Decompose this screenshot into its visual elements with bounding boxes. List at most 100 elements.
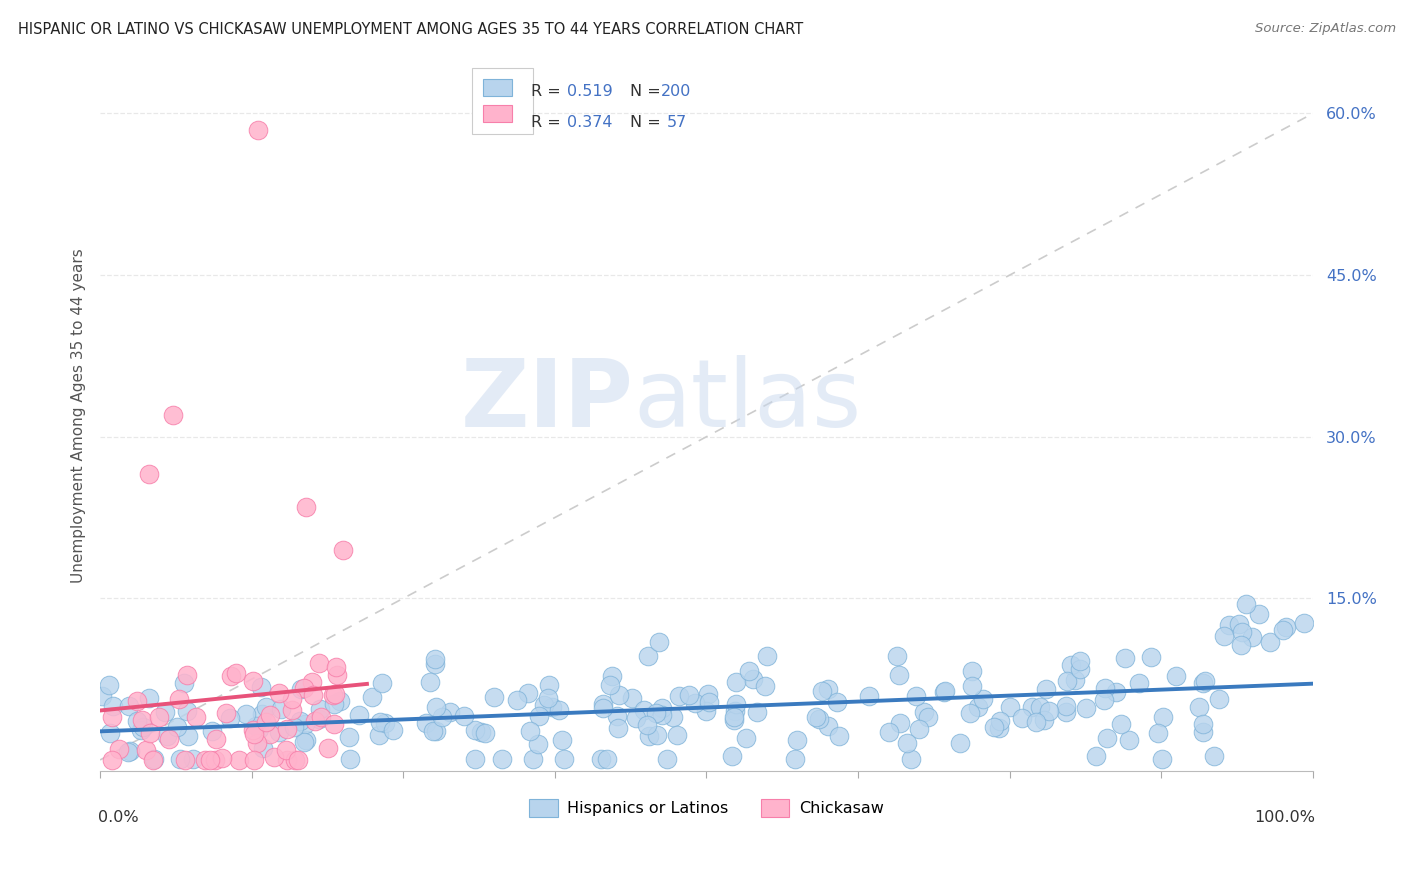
Point [322,697,344,711]
Point [551,732,574,747]
Point [181,752,204,766]
Point [1247,607,1270,621]
Point [1060,657,1083,672]
Point [917,710,939,724]
Point [339,752,361,766]
Point [817,681,839,696]
Point [276,753,298,767]
Point [482,690,505,704]
Point [322,716,344,731]
Point [1118,732,1140,747]
Point [166,720,188,734]
Point [423,657,446,671]
Point [1094,681,1116,695]
Point [807,712,830,726]
Point [1241,630,1264,644]
Point [1092,693,1115,707]
Point [657,752,679,766]
Point [247,723,270,737]
Text: 0.374: 0.374 [567,115,613,129]
Point [962,679,984,693]
Point [292,681,315,695]
Point [754,679,776,693]
Point [294,717,316,731]
Point [724,698,747,712]
Point [517,685,540,699]
Point [415,716,437,731]
Point [1035,681,1057,696]
Point [592,697,614,711]
Point [176,729,198,743]
Point [382,723,405,737]
Point [998,699,1021,714]
Text: N =: N = [630,84,666,99]
Point [624,710,647,724]
Point [522,752,544,766]
Point [1166,669,1188,683]
Point [1054,698,1077,713]
Point [1234,597,1257,611]
Point [1069,662,1091,676]
Point [263,750,285,764]
Point [1025,714,1047,729]
Point [1038,704,1060,718]
Point [139,726,162,740]
Point [308,712,330,726]
Point [886,648,908,663]
Point [1063,673,1085,688]
Point [90,690,112,704]
Point [304,714,326,729]
Point [533,698,555,712]
Point [633,703,655,717]
Point [287,753,309,767]
Point [470,724,492,739]
Point [332,542,354,557]
Text: 57: 57 [666,115,686,129]
Point [101,698,124,713]
Point [301,688,323,702]
Point [721,748,744,763]
Point [1056,673,1078,688]
Point [592,701,614,715]
Text: R =: R = [530,84,565,99]
Point [1232,625,1254,640]
Point [242,673,264,688]
Point [887,668,910,682]
Point [912,705,935,719]
Point [602,669,624,683]
Point [1208,691,1230,706]
Point [308,657,330,671]
Point [1128,675,1150,690]
Point [696,687,718,701]
Point [235,706,257,721]
Point [638,729,661,743]
Point [295,500,318,514]
Point [1260,635,1282,649]
Point [1271,623,1294,637]
Point [1152,710,1174,724]
Point [322,688,344,702]
Point [738,664,761,678]
Point [548,703,571,717]
Point [959,706,981,721]
Point [325,660,347,674]
Point [329,694,352,708]
Legend: Hispanics or Latinos, Chickasaw: Hispanics or Latinos, Chickasaw [523,793,890,823]
Point [811,684,834,698]
Point [896,736,918,750]
Point [949,735,972,749]
Point [211,751,233,765]
Point [1085,748,1108,763]
Point [725,674,748,689]
Point [243,727,266,741]
Point [243,753,266,767]
Point [167,692,190,706]
Point [889,716,911,731]
Text: HISPANIC OR LATINO VS CHICKASAW UNEMPLOYMENT AMONG AGES 35 TO 44 YEARS CORRELATI: HISPANIC OR LATINO VS CHICKASAW UNEMPLOY… [18,22,803,37]
Point [337,731,360,745]
Point [1192,724,1215,739]
Point [1139,650,1161,665]
Point [1204,749,1226,764]
Point [280,703,302,717]
Point [301,674,323,689]
